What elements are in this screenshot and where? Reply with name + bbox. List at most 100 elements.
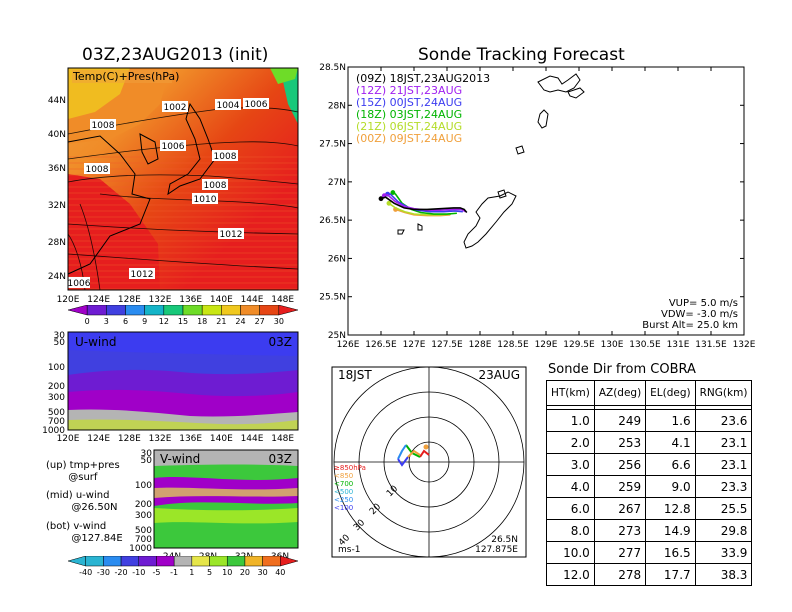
legend-entry: (18Z) 03JST,24AUG xyxy=(356,108,462,121)
isobar-label: 1004 xyxy=(217,101,240,111)
table-cell: 4.1 xyxy=(645,431,696,454)
table-cell: 33.9 xyxy=(694,541,753,564)
lon-tick-label: 128E xyxy=(118,295,141,305)
table-cell: 1.6 xyxy=(645,409,696,432)
colorbar-cell xyxy=(163,305,184,316)
legend-entry: (09Z) 18JST,23AUG2013 xyxy=(356,72,490,85)
colorbar-label: 6 xyxy=(123,317,128,325)
chart-annotation: Burst Alt= 25.0 km xyxy=(642,320,738,331)
map-label: Temp(C)+Pres(hPa) xyxy=(72,70,179,83)
colorbar-cell xyxy=(156,556,175,567)
lat-tick-label: 40N xyxy=(48,130,66,140)
colorbar-cell xyxy=(201,305,222,316)
colorbar-label: 12 xyxy=(159,317,169,325)
pressure-tick-label: 1000 xyxy=(129,544,152,554)
pressure-tick-label: 300 xyxy=(48,393,65,403)
note-up: (up) tmp+pres @surf xyxy=(46,460,120,483)
legend-entry: (00Z) 09JST,24AUG xyxy=(356,132,462,145)
lat-tick-label: 44N xyxy=(48,96,66,106)
lon-tick-label: 124E xyxy=(87,434,110,444)
table-cell: 16.5 xyxy=(645,541,696,564)
lon-tick-label: 148E xyxy=(271,295,294,305)
table-cell: 23.1 xyxy=(694,453,753,476)
lon-tick-label: 120E xyxy=(57,295,80,305)
table-cell: 1.0 xyxy=(546,409,595,432)
sonde-dir-title: Sonde Dir from COBRA xyxy=(548,362,696,377)
isobar-label: 1006 xyxy=(245,100,268,110)
left-title: 03Z,23AUG2013 (init) xyxy=(82,45,269,65)
table-cell: 23.1 xyxy=(694,431,753,454)
level-legend-entry: <100 xyxy=(334,504,353,512)
x-tick-label: 127.5E xyxy=(431,340,463,350)
y-tick-label: 26.5N xyxy=(319,216,346,226)
polar-date: 23AUG xyxy=(478,368,520,382)
colorbar-cell xyxy=(144,305,165,316)
launch-point xyxy=(386,200,392,206)
x-tick-label: 126.5E xyxy=(365,340,397,350)
u-wind-time: 03Z xyxy=(269,335,293,349)
pressure-tick-label: 30 xyxy=(141,449,153,459)
v-wind-panel: V-wind 03Z 24N28N32N36N xyxy=(153,449,299,562)
pressure-tick-label: 700 xyxy=(48,417,65,427)
x-tick-label: 132E xyxy=(733,340,756,350)
colorbar-cell xyxy=(259,305,280,316)
y-tick-label: 25N xyxy=(328,331,346,341)
table-row: 12.0 278 17.7 38.3 xyxy=(546,563,753,586)
pressure-tick-label: 100 xyxy=(135,481,152,491)
table-cell: 259 xyxy=(593,475,647,498)
v-wind-label: V-wind xyxy=(160,452,200,466)
colorbar-cell xyxy=(240,305,260,316)
col-header: EL(deg) xyxy=(645,380,696,406)
colorbar-cell xyxy=(86,305,107,316)
pressure-tick-label: 200 xyxy=(135,500,152,510)
legend-entry: (12Z) 21JST,23AUG xyxy=(356,84,462,97)
colorbar-cell xyxy=(244,556,263,567)
isobar-label: 1012 xyxy=(131,270,154,280)
track-line xyxy=(380,196,468,214)
colorbar-cell xyxy=(191,556,210,567)
x-tick-label: 126E xyxy=(337,340,360,350)
colorbar-label: 15 xyxy=(178,317,188,325)
lon-tick-label: 136E xyxy=(179,295,202,305)
lat-tick-label: 36N xyxy=(48,164,66,174)
lon-tick-label: 144E xyxy=(241,295,264,305)
table-row: 8.0 273 14.9 29.8 xyxy=(546,519,753,542)
lon-tick-label: 148E xyxy=(271,434,294,444)
colorbar-cell xyxy=(138,556,157,567)
isobar-label: 1010 xyxy=(194,195,217,205)
colorbar-cell xyxy=(221,305,241,316)
table-row: 1.0 249 1.6 23.6 xyxy=(546,409,753,432)
lon-tick-label: 132E xyxy=(149,434,172,444)
y-tick-label: 28N xyxy=(328,101,346,111)
table-row: 2.0 253 4.1 23.1 xyxy=(546,431,753,454)
x-tick-label: 128E xyxy=(469,340,492,350)
table-cell: 278 xyxy=(593,563,647,586)
table-cell: 253 xyxy=(593,431,647,454)
pressure-tick-label: 30 xyxy=(54,331,66,341)
colorbar-cell xyxy=(67,556,86,567)
col-header: RNG(km) xyxy=(694,380,753,406)
legend-entry: (21Z) 06JST,24AUG xyxy=(356,120,462,133)
level-legend-entry: <850 xyxy=(334,472,353,480)
chart-annotation: VUP= 5.0 m/s xyxy=(669,298,738,309)
colorbar-cell xyxy=(278,305,299,316)
wind-colorbar: -40 -30 -20 -10 -5 -1 1 5 10 20 30 40 xyxy=(67,556,299,577)
colorbar-label: -5 xyxy=(152,568,160,577)
lon-tick-label: 136E xyxy=(179,434,202,444)
pressure-tick-label: 700 xyxy=(135,535,152,545)
isobar-label: 1006 xyxy=(162,142,185,152)
x-tick-label: 128.5E xyxy=(497,340,529,350)
u-wind-label: U-wind xyxy=(75,335,116,349)
colorbar-cell xyxy=(280,556,299,567)
y-tick-label: 25.5N xyxy=(319,293,346,303)
table-cell: 12.0 xyxy=(546,563,595,586)
colorbar-label: 40 xyxy=(275,568,285,577)
lon-tick-label: 140E xyxy=(210,295,233,305)
colorbar-cell xyxy=(120,556,140,567)
colorbar-label: 9 xyxy=(142,317,147,325)
x-tick-label: 127E xyxy=(403,340,426,350)
colorbar-label: 18 xyxy=(197,317,207,325)
colorbar-cell xyxy=(103,556,122,567)
colorbar-label: 3 xyxy=(104,317,109,325)
colorbar-cell xyxy=(125,305,145,316)
